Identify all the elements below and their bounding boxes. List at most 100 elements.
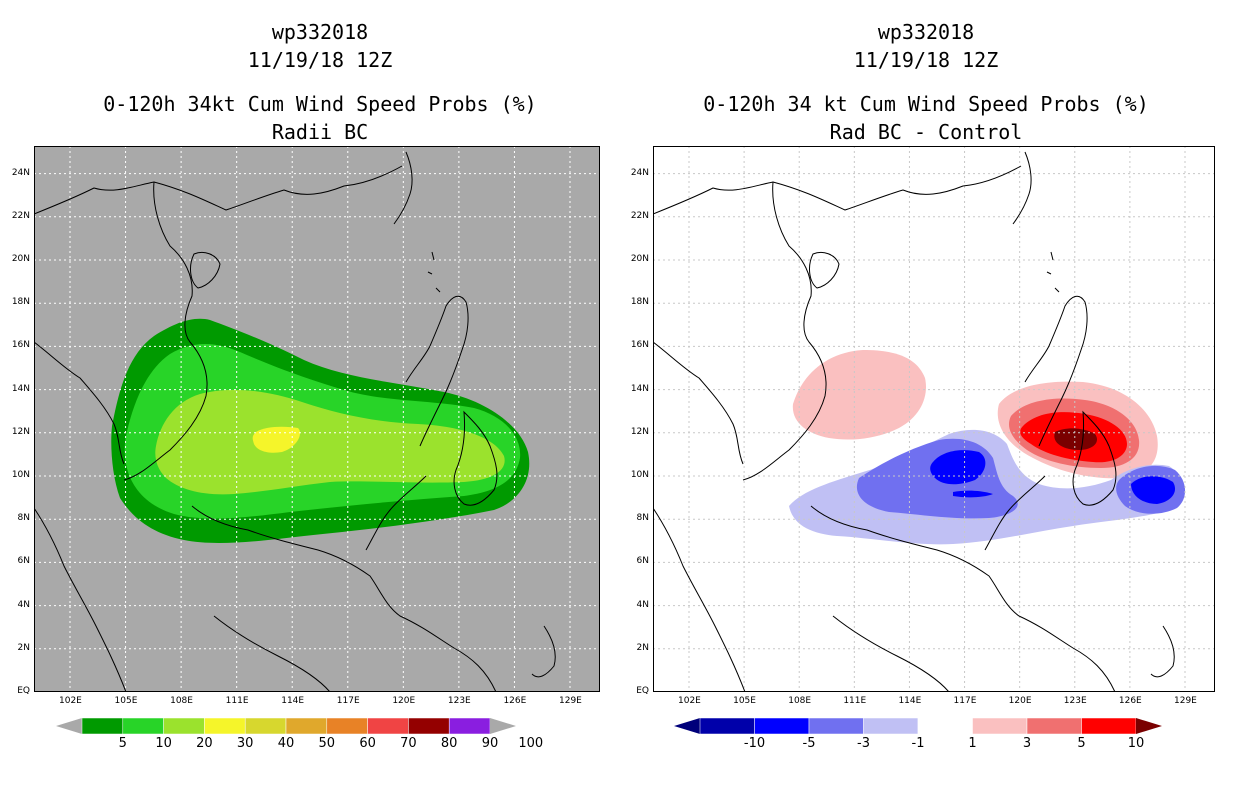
colorbar-min-arrow <box>674 718 700 734</box>
colorbar-segment <box>863 717 919 735</box>
latitude-label: 20N <box>11 254 30 264</box>
colorbar-segment <box>326 717 368 735</box>
latitude-label: 14N <box>11 383 30 394</box>
colorbar-segment <box>972 717 1028 735</box>
latitude-label: 20N <box>630 254 649 264</box>
colorbar-tick-label: 1 <box>968 736 977 751</box>
left-map <box>34 146 600 692</box>
latitude-label: 24N <box>11 167 30 178</box>
latitude-label: 22N <box>11 210 30 221</box>
colorbar-segment <box>81 717 124 735</box>
longitude-label: 126E <box>503 696 527 706</box>
colorbar-segment <box>1026 717 1082 735</box>
latitude-label: 2N <box>636 642 649 653</box>
longitude-label: 129E <box>559 696 582 706</box>
latitude-label: 8N <box>636 513 649 524</box>
latitude-label: 10N <box>11 470 30 480</box>
colorbar-segment <box>448 717 491 735</box>
colorbar-tick-label: 40 <box>277 736 295 751</box>
latitude-label: 2N <box>17 642 30 653</box>
longitude-label: 111E <box>843 696 867 706</box>
colorbar-segment <box>1081 717 1137 735</box>
colorbar-segment <box>808 717 864 735</box>
longitude-label: 105E <box>733 696 756 706</box>
colorbar-tick-label: 3 <box>1022 736 1032 751</box>
colorbar-tick-label: 80 <box>440 736 458 751</box>
latitude-label: 6N <box>17 556 30 567</box>
colorbar-tick-label: 5 <box>118 736 127 751</box>
longitude-label: 117E <box>953 696 977 706</box>
colorbar-tick-label: 60 <box>359 736 376 751</box>
right-coastlines <box>653 151 1175 692</box>
colorbar-tick-label: 10 <box>1127 736 1145 751</box>
longitude-label: 123E <box>1063 696 1087 706</box>
latitude-label: 8N <box>17 513 30 524</box>
right-title-product: 0-120h 34 kt Cum Wind Speed Probs (%) <box>703 92 1149 116</box>
colorbar-tick-label: -5 <box>802 736 816 751</box>
colorbar-tick-label: 90 <box>481 736 499 751</box>
colorbar-max-arrow <box>1136 718 1162 734</box>
longitude-label: 120E <box>392 696 416 706</box>
latitude-label: 6N <box>636 556 649 567</box>
right-map <box>653 146 1215 692</box>
left-title-config: Radii BC <box>271 120 369 144</box>
right-difference-shading <box>789 350 1186 545</box>
positive-gt-10 <box>1054 428 1098 450</box>
left-probability-shading <box>111 318 530 543</box>
right-gridlines <box>653 146 1215 692</box>
colorbar-segment <box>204 717 246 735</box>
left-title-date: 11/19/18 12Z <box>247 48 393 72</box>
colorbar-tick-label: 30 <box>236 736 254 751</box>
colorbar-segment <box>244 717 287 735</box>
latitude-label: 10N <box>630 470 649 480</box>
latitude-label: 12N <box>630 426 649 437</box>
right-colorbar <box>674 717 1162 735</box>
colorbar-tick-label: 70 <box>400 736 417 751</box>
longitude-label: 117E <box>336 696 360 706</box>
longitude-label: 129E <box>1174 696 1197 706</box>
latitude-label: 4N <box>17 599 30 610</box>
latitude-label: EQ <box>17 686 30 696</box>
latitude-label: 18N <box>11 297 30 308</box>
latitude-label: 24N <box>630 167 649 178</box>
colorbar-tick-label: -10 <box>743 736 766 751</box>
negative-5-10-strip <box>953 490 993 498</box>
colorbar-min-arrow <box>56 718 82 734</box>
left-title-storm: wp332018 <box>271 20 369 44</box>
latitude-label: 14N <box>630 383 649 394</box>
colorbar-segment <box>917 717 973 735</box>
latitude-label: 22N <box>630 210 649 221</box>
latitude-label: 18N <box>630 297 649 308</box>
colorbar-segment <box>367 717 409 735</box>
colorbar-tick-label: -3 <box>857 736 870 751</box>
colorbar-tick-label: 10 <box>155 736 172 751</box>
contour-20pct <box>155 389 505 495</box>
longitude-label: 108E <box>170 696 193 706</box>
longitude-label: 114E <box>281 696 305 706</box>
left-colorbar <box>56 717 516 735</box>
longitude-label: 111E <box>225 696 249 706</box>
colorbar-segment <box>163 717 205 735</box>
colorbar-segment <box>699 717 755 735</box>
negative-5-10-east <box>1131 476 1176 504</box>
left-gridlines <box>34 146 600 692</box>
right-title-config: Rad BC - Control <box>829 120 1023 144</box>
longitude-label: 105E <box>114 696 138 706</box>
colorbar-tick-label: 50 <box>318 736 336 751</box>
colorbar-tick-label: 20 <box>196 736 213 751</box>
left-coastlines <box>34 151 556 692</box>
colorbar-max-arrow <box>490 718 516 734</box>
colorbar-segment <box>754 717 810 735</box>
colorbar-tick-label: 100 <box>518 736 544 751</box>
longitude-label: 120E <box>1008 696 1032 706</box>
positive-1-3 <box>792 350 926 440</box>
latitude-label: 16N <box>630 340 649 351</box>
latitude-label: EQ <box>636 686 649 696</box>
latitude-label: 16N <box>11 340 30 351</box>
colorbar-segment <box>285 717 328 735</box>
colorbar-tick-label: 5 <box>1077 736 1086 751</box>
latitude-label: 4N <box>636 599 649 610</box>
longitude-label: 123E <box>447 696 471 706</box>
longitude-label: 126E <box>1118 696 1142 706</box>
colorbar-tick-label: -1 <box>911 736 925 751</box>
